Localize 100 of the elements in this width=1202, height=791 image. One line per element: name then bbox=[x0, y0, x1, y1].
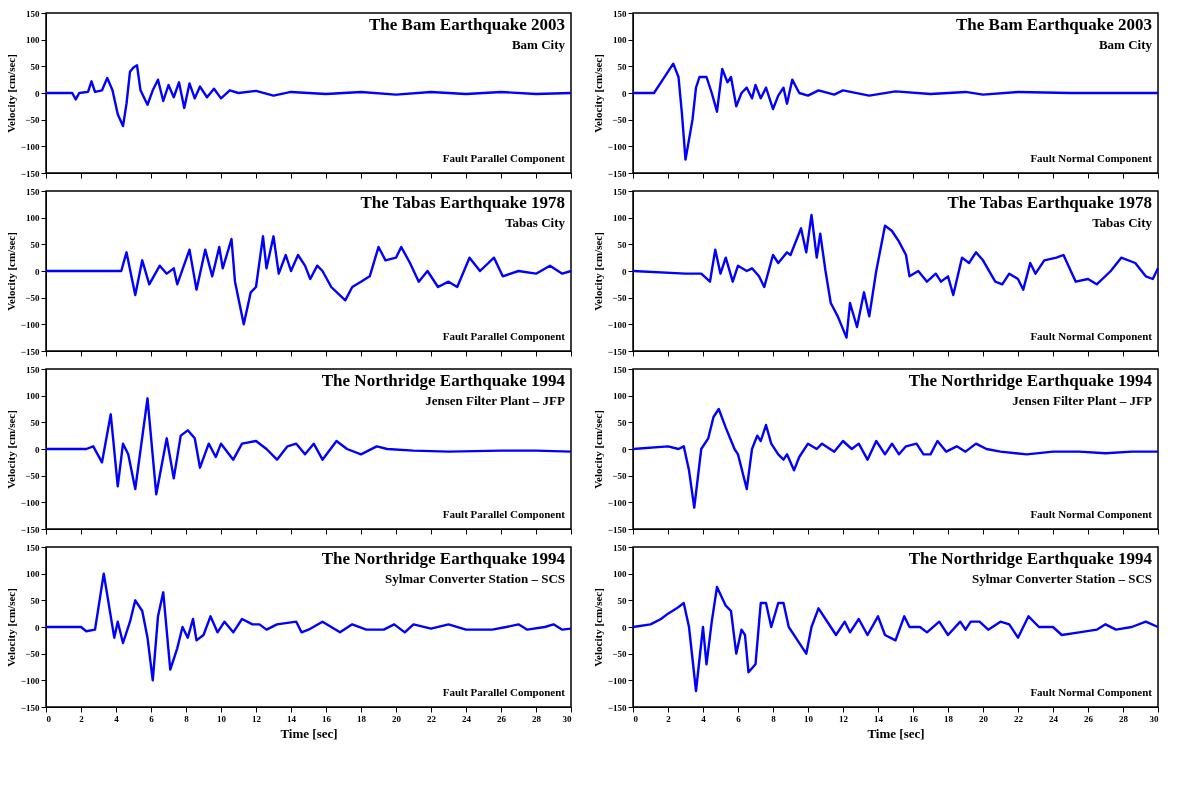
y-axis-title: Velocity [cm/sec] bbox=[591, 410, 604, 489]
y-tick-label: −50 bbox=[612, 649, 627, 660]
y-tick-label: −50 bbox=[25, 471, 40, 482]
annotation: Fault Normal Component bbox=[1030, 686, 1153, 698]
y-axis-title: Velocity [cm/sec] bbox=[4, 588, 17, 667]
x-tick-label: 30 bbox=[562, 713, 572, 724]
x-tick-label: 18 bbox=[357, 713, 367, 724]
x-tick-label: 24 bbox=[462, 713, 472, 724]
y-tick-label: 0 bbox=[35, 266, 40, 277]
annotation: Bam City bbox=[511, 37, 566, 52]
y-tick-label: 100 bbox=[26, 569, 40, 580]
x-tick-label: 0 bbox=[46, 713, 52, 724]
y-tick-label: 100 bbox=[26, 391, 40, 402]
annotation: Fault Parallel Component bbox=[442, 508, 566, 520]
x-tick-label: 4 bbox=[701, 713, 707, 724]
annotation: Fault Parallel Component bbox=[442, 686, 566, 698]
annotation: Jensen Filter Plant – JFP bbox=[1012, 393, 1153, 408]
y-tick-label: 150 bbox=[613, 186, 627, 197]
x-tick-label: 16 bbox=[909, 713, 919, 724]
y-tick-label: 50 bbox=[30, 417, 40, 428]
line-series bbox=[631, 407, 1160, 509]
y-axis-title: Velocity [cm/sec] bbox=[4, 232, 17, 311]
y-tick-label: −50 bbox=[612, 471, 627, 482]
y-tick-label: −150 bbox=[20, 346, 40, 357]
annotation: The Tabas Earthquake 1978 bbox=[947, 193, 1152, 212]
x-tick-label: 22 bbox=[427, 713, 437, 724]
x-tick-label: 12 bbox=[839, 713, 849, 724]
y-tick-label: −100 bbox=[20, 141, 40, 152]
annotation: Fault Normal Component bbox=[1030, 508, 1153, 520]
y-axis-title: Velocity [cm/sec] bbox=[591, 232, 604, 311]
annotation: The Tabas Earthquake 1978 bbox=[360, 193, 565, 212]
y-tick-label: −150 bbox=[20, 168, 40, 179]
x-tick-label: 2 bbox=[79, 713, 85, 724]
x-axis-title: Time [sec] bbox=[280, 725, 338, 741]
y-tick-label: −150 bbox=[607, 346, 627, 357]
y-tick-label: 0 bbox=[35, 622, 40, 633]
y-tick-label: −100 bbox=[607, 497, 627, 508]
x-tick-label: 24 bbox=[1049, 713, 1059, 724]
y-tick-label: 50 bbox=[617, 239, 627, 250]
x-tick-label: 14 bbox=[874, 713, 884, 724]
y-tick-label: −50 bbox=[612, 293, 627, 304]
y-tick-label: 0 bbox=[35, 88, 40, 99]
x-tick-label: 14 bbox=[287, 713, 297, 724]
y-tick-label: −150 bbox=[607, 524, 627, 535]
y-tick-label: 150 bbox=[613, 364, 627, 375]
annotation: The Northridge Earthquake 1994 bbox=[321, 371, 566, 390]
x-tick-label: 4 bbox=[114, 713, 120, 724]
y-tick-label: 100 bbox=[613, 213, 627, 224]
y-tick-label: 0 bbox=[622, 622, 627, 633]
y-tick-label: −50 bbox=[25, 293, 40, 304]
annotation: The Northridge Earthquake 1994 bbox=[908, 549, 1153, 568]
x-tick-label: 22 bbox=[1014, 713, 1024, 724]
y-axis-title: Velocity [cm/sec] bbox=[591, 54, 604, 133]
annotation: The Bam Earthquake 2003 bbox=[369, 15, 565, 34]
y-tick-label: 50 bbox=[617, 595, 627, 606]
x-tick-label: 16 bbox=[322, 713, 332, 724]
line-series bbox=[44, 235, 573, 326]
y-tick-label: −150 bbox=[607, 702, 627, 713]
y-axis-title: Velocity [cm/sec] bbox=[4, 410, 17, 489]
y-tick-label: −150 bbox=[20, 702, 40, 713]
y-tick-label: 50 bbox=[30, 595, 40, 606]
annotation: Fault Parallel Component bbox=[442, 330, 566, 342]
x-tick-label: 28 bbox=[532, 713, 542, 724]
y-axis-title: Velocity [cm/sec] bbox=[4, 54, 17, 133]
y-tick-label: 0 bbox=[35, 444, 40, 455]
annotation: The Northridge Earthquake 1994 bbox=[321, 549, 566, 568]
line-series bbox=[44, 64, 573, 128]
y-tick-label: 50 bbox=[617, 61, 627, 72]
annotation: Bam City bbox=[1098, 37, 1153, 52]
y-tick-label: 100 bbox=[613, 391, 627, 402]
y-tick-label: 150 bbox=[613, 542, 627, 553]
x-axis-title: Time [sec] bbox=[867, 725, 925, 741]
y-tick-label: −100 bbox=[607, 319, 627, 330]
y-tick-label: 150 bbox=[26, 364, 40, 375]
y-tick-label: 100 bbox=[613, 569, 627, 580]
x-tick-label: 20 bbox=[979, 713, 989, 724]
y-tick-label: −100 bbox=[20, 675, 40, 686]
y-tick-label: −100 bbox=[607, 141, 627, 152]
annotation: Jensen Filter Plant – JFP bbox=[425, 393, 566, 408]
x-tick-label: 10 bbox=[217, 713, 227, 724]
y-tick-label: 0 bbox=[622, 266, 627, 277]
y-tick-label: −100 bbox=[20, 319, 40, 330]
y-tick-label: 100 bbox=[26, 35, 40, 46]
x-tick-label: 6 bbox=[149, 713, 155, 724]
annotation: Tabas City bbox=[1092, 215, 1153, 230]
y-tick-label: 150 bbox=[26, 8, 40, 19]
annotation: Fault Normal Component bbox=[1030, 330, 1153, 342]
x-tick-label: 12 bbox=[252, 713, 262, 724]
y-tick-label: −100 bbox=[607, 675, 627, 686]
y-tick-label: −50 bbox=[25, 115, 40, 126]
y-tick-label: 0 bbox=[622, 444, 627, 455]
x-tick-label: 2 bbox=[666, 713, 672, 724]
y-tick-label: 100 bbox=[26, 213, 40, 224]
line-series bbox=[44, 572, 573, 682]
x-tick-label: 0 bbox=[633, 713, 639, 724]
annotation: Sylmar Converter Station – SCS bbox=[971, 571, 1152, 586]
x-tick-label: 26 bbox=[1084, 713, 1094, 724]
x-tick-label: 10 bbox=[804, 713, 814, 724]
x-tick-label: 8 bbox=[184, 713, 190, 724]
y-tick-label: 0 bbox=[622, 88, 627, 99]
